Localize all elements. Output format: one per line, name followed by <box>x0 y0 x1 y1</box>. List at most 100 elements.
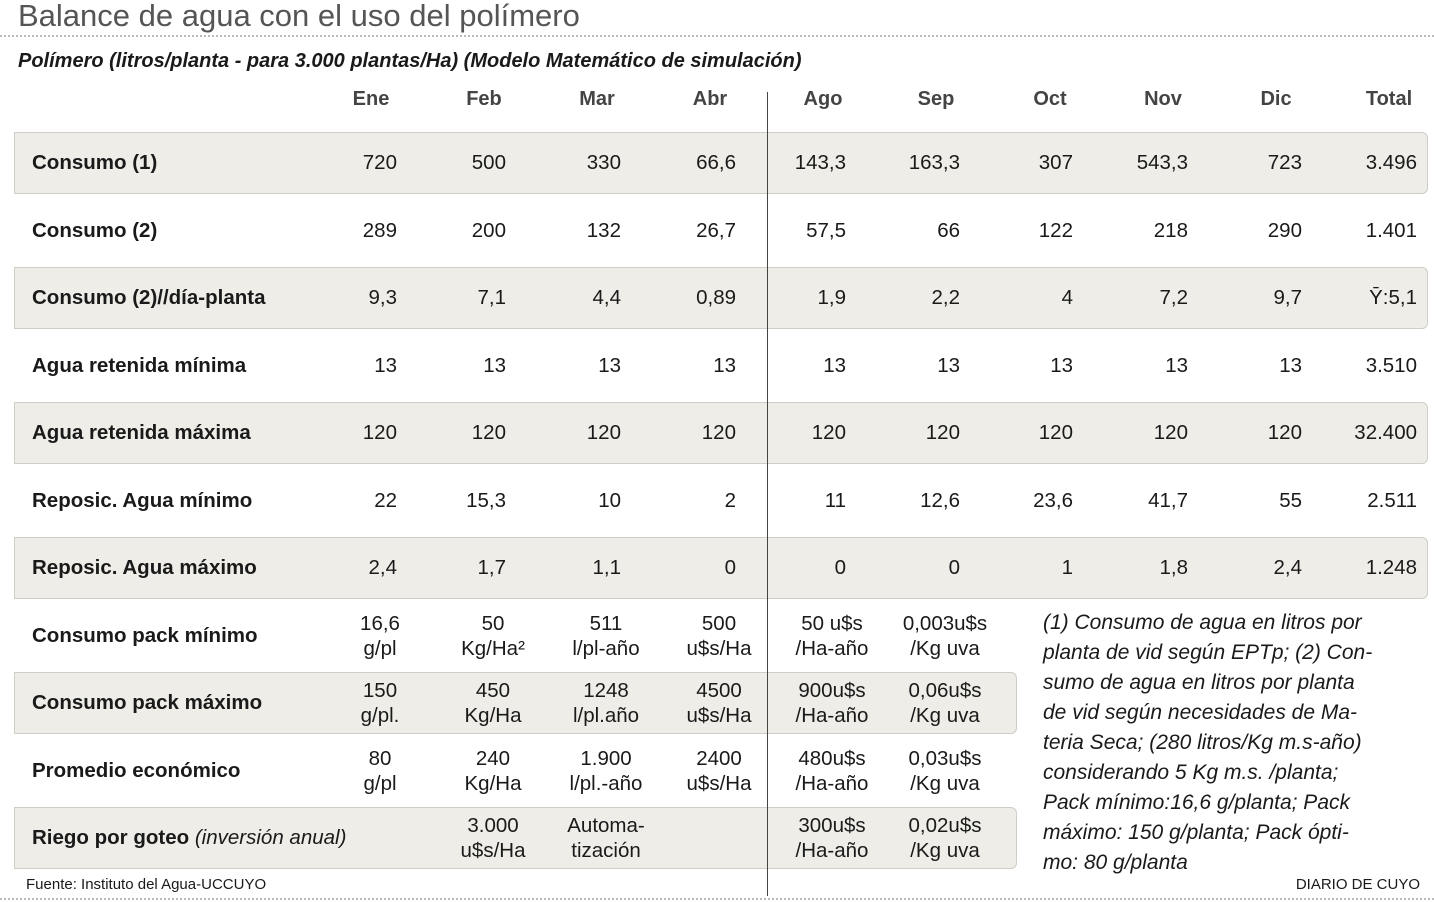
note-line: mo: 80 g/planta <box>1043 851 1188 874</box>
row-band <box>14 672 1017 734</box>
cell: 290 <box>1267 218 1302 242</box>
cell: 723 <box>1267 151 1302 174</box>
cell-line: u$s/Ha <box>686 704 752 727</box>
note-line: planta de vid según EPTp; (2) Con- <box>1043 641 1373 664</box>
cell-line: 0,03u$s <box>908 746 982 770</box>
cell: 13 <box>937 353 960 377</box>
brand: DIARIO DE CUYO <box>1295 876 1420 893</box>
cell-line: 480u$s <box>798 746 866 770</box>
column-header: Nov <box>1144 88 1182 110</box>
cell: 80 g/pl <box>363 746 396 796</box>
row-label: Consumo pack máximo <box>32 691 262 715</box>
cell-line: /Kg uva <box>910 839 980 862</box>
note-line: teria Seca; (280 litros/Kg m.s-año) <box>1043 731 1362 754</box>
cell: 50 u$s/Ha-año <box>796 611 869 661</box>
cell-line: 0,02u$s <box>908 814 982 837</box>
row-label: Consumo (1) <box>32 151 158 174</box>
source: Fuente: Instituto del Agua-UCCUYO <box>26 876 267 893</box>
cell-line: /Ha-año <box>795 636 869 660</box>
cell: 0,003u$s/Kg uva <box>903 611 987 661</box>
cell: 9,7 <box>1273 286 1303 309</box>
cell-line: /Ha-año <box>795 704 869 727</box>
label-text: Promedio económico <box>32 758 241 782</box>
row-label: Consumo (2) <box>32 218 158 242</box>
cell: 16,6 g/pl <box>360 611 400 661</box>
cell: 218 <box>1153 218 1188 242</box>
row-label: Riego por goteo (inversión anual) <box>32 826 346 850</box>
cell: 2 <box>724 488 736 512</box>
cell-line: tización <box>571 839 641 862</box>
cell-line: 50 <box>481 611 505 635</box>
cell-line: /Kg uva <box>910 636 980 660</box>
cell: 1,7 <box>477 556 507 579</box>
cell: 4500 u$s/Ha <box>687 678 752 728</box>
column-header: Mar <box>579 88 615 110</box>
cell-line: /Kg uva <box>910 704 980 727</box>
cell-line: /Ha-año <box>795 771 869 795</box>
column-header: Total <box>1365 88 1413 110</box>
column-header: Ago <box>803 88 843 110</box>
subtitle: Polímero (litros/planta - para 3.000 pla… <box>18 50 802 72</box>
column-header: Ene <box>352 88 390 110</box>
divider <box>0 35 1434 37</box>
cell: 2400 u$s/Ha <box>687 746 752 796</box>
cell: 289 <box>362 218 397 242</box>
cell: 240 Kg/Ha <box>465 746 522 796</box>
column-header: Feb <box>466 88 502 110</box>
cell: 13 <box>374 353 397 377</box>
row-label: Reposic. Agua máximo <box>32 556 257 579</box>
cell-line: 300u$s <box>798 814 866 837</box>
cell: 300u$s/Ha-año <box>796 813 869 863</box>
cell-line: 1248 <box>583 679 629 702</box>
cell: 120 <box>811 421 846 444</box>
cell-line: /Ha-año <box>795 839 869 862</box>
cell: 13 <box>598 353 621 377</box>
cell-line: g/pl <box>363 636 397 660</box>
cell-line: u$s/Ha <box>686 771 752 795</box>
cell-line: 2400 <box>696 746 742 770</box>
row-label: Consumo (2)//día-planta <box>32 286 266 309</box>
row-label: Agua retenida mínima <box>32 353 247 377</box>
cell: 1,1 <box>592 556 622 579</box>
cell: 1.401 <box>1365 218 1417 242</box>
cell: 511 l/pl-año <box>572 611 639 661</box>
cell: 7,2 <box>1159 286 1189 309</box>
cell: 9,3 <box>368 286 398 309</box>
column-header: Sep <box>917 88 955 110</box>
cell: Automa-tización <box>567 813 644 863</box>
row-label: Reposic. Agua mínimo <box>32 488 253 512</box>
row-band <box>14 402 1428 464</box>
cell: 163,3 <box>908 151 960 174</box>
cell: 2,4 <box>368 556 398 579</box>
row-band <box>14 132 1428 194</box>
cell-line: 80 <box>368 746 392 770</box>
cell: Ȳ:5,1 <box>1369 286 1417 309</box>
cell: 32.400 <box>1354 421 1417 444</box>
cell: 13 <box>1279 353 1302 377</box>
cell-line: /Kg uva <box>910 771 980 795</box>
cell: 57,5 <box>806 218 846 242</box>
column-header: Oct <box>1033 88 1067 110</box>
cell: 120 <box>1153 421 1188 444</box>
cell: 0,06u$s/Kg uva <box>909 678 982 728</box>
cell: 120 <box>1038 421 1073 444</box>
note-line: Pack mínimo:16,6 g/planta; Pack <box>1043 791 1350 814</box>
cell-line: Kg/Ha <box>464 771 522 795</box>
cell: 543,3 <box>1136 151 1188 174</box>
cell-line: 511 <box>589 611 623 635</box>
cell: 200 <box>471 218 506 242</box>
cell: 13 <box>713 353 736 377</box>
cell: 480u$s/Ha-año <box>796 746 869 796</box>
cell: 120 <box>701 421 736 444</box>
cell: 150 g/pl. <box>361 678 400 728</box>
cell-line: 3.000 <box>467 814 519 837</box>
cell: 15,3 <box>466 488 506 512</box>
cell-line: Automa- <box>567 814 645 837</box>
cell: 23,6 <box>1033 488 1073 512</box>
cell-line: g/pl. <box>360 704 400 727</box>
cell-line: 50 u$s <box>801 611 863 635</box>
label-text: Riego por goteo <box>32 826 190 849</box>
cell-line: 1.900 <box>580 746 632 770</box>
note-line: máximo: 150 g/planta; Pack ópti- <box>1043 821 1349 844</box>
cell: 4 <box>1061 286 1073 309</box>
